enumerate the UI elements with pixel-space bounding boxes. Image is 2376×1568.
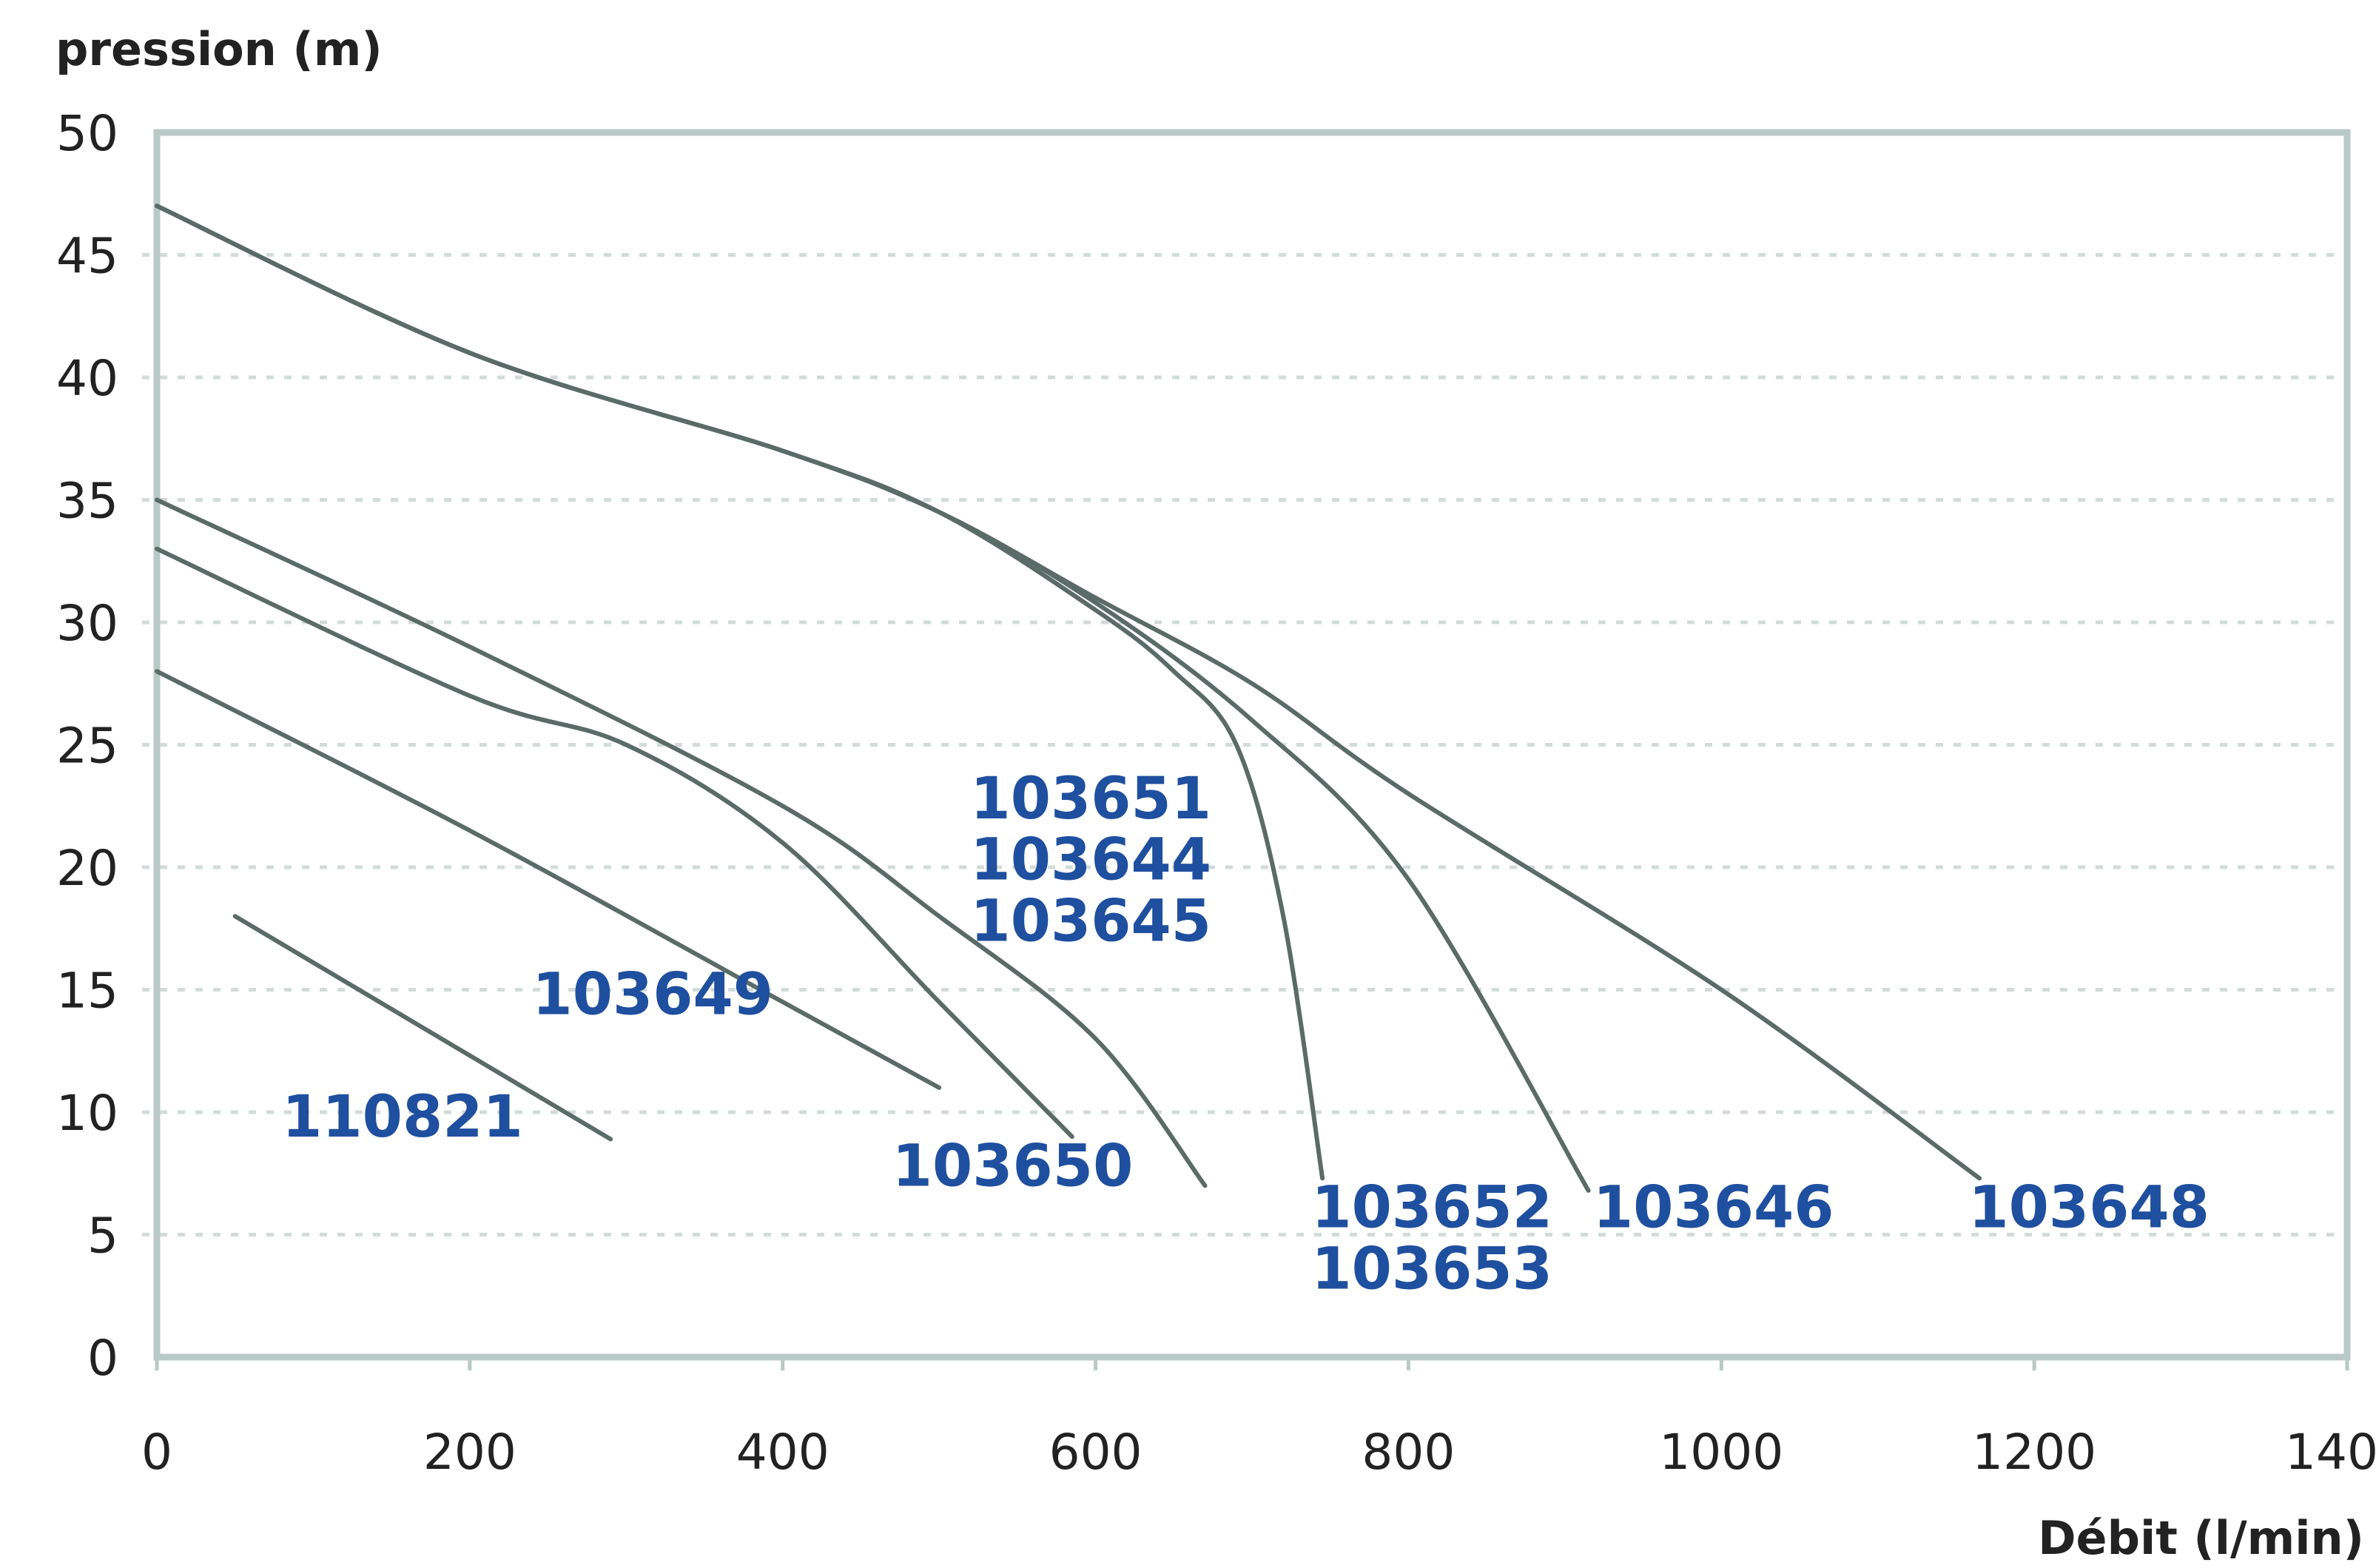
curve-label-103646: 103646 (1593, 1175, 1834, 1242)
curve-label-103649: 103649 (532, 962, 773, 1029)
curve-label-110821: 110821 (282, 1084, 523, 1151)
curve-label-103652: 103652 (1311, 1175, 1552, 1242)
y-tick-label: 10 (56, 1085, 118, 1142)
y-tick-label: 35 (56, 473, 118, 530)
x-tick-label: 600 (1049, 1424, 1142, 1481)
series-line-103652-103653 (155, 203, 1325, 1181)
series-line-103651-103644-103645 (155, 497, 1208, 1188)
series-line-110821 (232, 914, 613, 1142)
y-tick-label: 5 (87, 1208, 118, 1265)
x-tick-label: 1000 (1659, 1424, 1783, 1481)
tick-labels: 0 5 10 15 20 25 30 35 40 45 50 0 200 400 600 800 1000 120… (56, 105, 2376, 1481)
curve-label-103648: 103648 (1968, 1175, 2210, 1242)
x-tick-label: 800 (1362, 1424, 1455, 1481)
curve-label-103644: 103644 (970, 827, 1211, 894)
x-tick-label: 1200 (1972, 1424, 2096, 1481)
x-tick-label: 200 (423, 1424, 516, 1481)
x-axis-label: Débit (l/min) (2038, 1511, 2364, 1565)
y-tick-label: 50 (56, 105, 118, 162)
y-tick-label: 25 (56, 718, 118, 775)
axes (153, 129, 2351, 1370)
grid-lines (142, 253, 2347, 1236)
x-tick-label: 400 (736, 1424, 829, 1481)
curve-label-103653: 103653 (1311, 1236, 1552, 1302)
y-tick-label: 45 (56, 228, 118, 285)
series-line-103650 (155, 546, 1074, 1140)
y-tick-label: 20 (56, 840, 118, 897)
curve-label-103645: 103645 (970, 888, 1211, 955)
y-tick-label: 40 (56, 350, 118, 407)
y-tick-label: 30 (56, 595, 118, 652)
y-axis-label: pression (m) (55, 22, 383, 76)
plot-frame (153, 129, 2351, 1361)
x-tick-label: 0 (141, 1424, 172, 1481)
x-tick-label: 1400 (2285, 1424, 2376, 1481)
y-tick-label: 15 (56, 963, 118, 1020)
series-line-103649 (155, 669, 942, 1090)
curve-label-103650: 103650 (892, 1133, 1134, 1199)
y-tick-label: 0 (87, 1330, 118, 1387)
curve-label-103651: 103651 (970, 766, 1211, 832)
series-lines (155, 203, 1982, 1193)
series-line-103646 (155, 203, 1591, 1193)
